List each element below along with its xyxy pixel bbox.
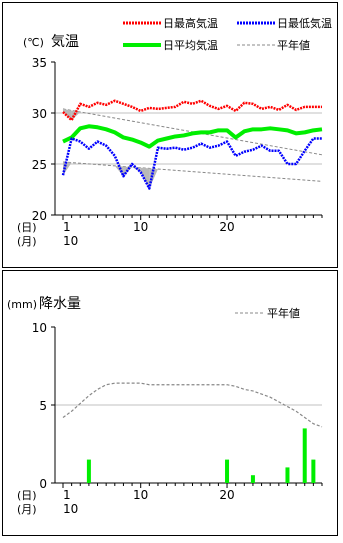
precip-bar [311, 459, 316, 483]
precip-xtick-label: 1 [63, 488, 71, 502]
precip-ytick-label: 10 [32, 321, 47, 335]
precip-ytick-label: 5 [39, 399, 47, 413]
precip-bar [225, 459, 230, 483]
temperature-chart-panel: (℃) 気温 日最高気温 日最低気温 日平均気温 平年値 20 25 30 35 1 10 20 (日)(… [2, 2, 338, 268]
precip-bar [86, 459, 91, 483]
precip-unit-label: (mm) [7, 298, 37, 311]
precip-bar [285, 467, 290, 483]
precip-bar [250, 475, 255, 483]
temp-day-row-label: (日) [17, 221, 37, 234]
temp-unit-label: (℃) [23, 36, 44, 49]
legend-label-3: 平年値 [277, 38, 310, 52]
temp-series-line-0 [62, 99, 322, 122]
precip-month-label: 10 [63, 502, 78, 516]
precip-day-row-label: (日) [17, 489, 37, 502]
temp-xtick-label: 20 [219, 220, 234, 234]
temp-series-line-1 [61, 137, 322, 190]
temp-month-row-label: (月) [17, 235, 37, 248]
precip-xtick-label: 20 [219, 488, 234, 502]
temp-below-normal-shade-1 [132, 167, 141, 173]
precip-normal-line [62, 382, 323, 428]
precip-legend-label: 平年値 [267, 306, 300, 320]
precipitation-chart-panel: (mm) 降水量 平年値 0 5 10 1 10 20 (日) (月) 10 [2, 270, 338, 536]
temp-normal-line-1 [62, 161, 323, 182]
temp-ytick-label: 30 [32, 107, 47, 121]
temp-chart-title: 気温 [51, 34, 79, 50]
temp-xtick-label: 1 [63, 220, 71, 234]
temp-ytick-label: 20 [32, 209, 47, 223]
temp-series-line-2 [62, 124, 323, 149]
temp-ytick-label: 25 [32, 158, 47, 172]
precip-chart-title: 降水量 [39, 296, 81, 312]
legend-label-2: 日平均気温 [163, 38, 218, 52]
legend-label-0: 日最高気温 [163, 16, 218, 30]
precip-xtick-label: 10 [133, 488, 148, 502]
legend-label-1: 日最低気温 [277, 16, 332, 30]
temp-ytick-label: 35 [32, 56, 47, 70]
precip-bar [302, 428, 307, 483]
temp-month-label: 10 [63, 234, 78, 248]
precip-ytick-label: 0 [39, 477, 47, 491]
temp-xtick-label: 10 [133, 220, 148, 234]
precip-month-row-label: (月) [17, 503, 37, 516]
